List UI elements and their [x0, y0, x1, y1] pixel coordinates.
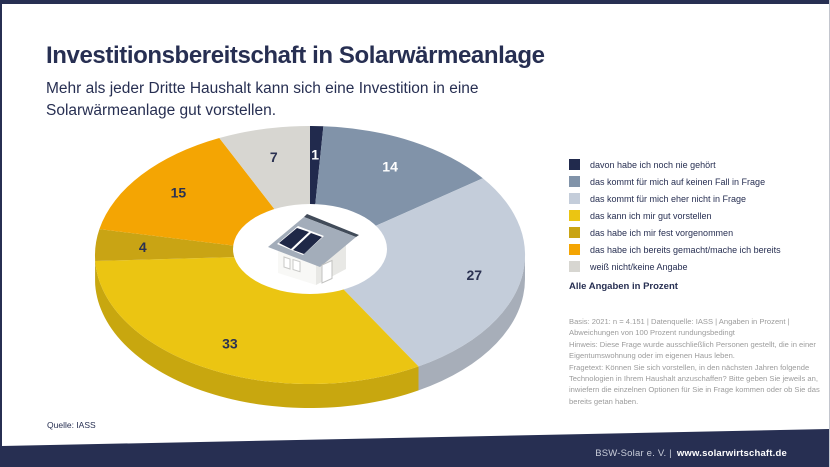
source-note: Quelle: IASS — [47, 420, 96, 430]
fine-print-fragetext: Fragetext: Können Sie sich vorstellen, i… — [569, 362, 820, 406]
pie-chart-area: 1 14 27 33 4 15 7 — [32, 115, 562, 415]
legend-swatch — [569, 210, 580, 221]
pie-value-label: 4 — [139, 239, 147, 255]
pie-value-label: 7 — [270, 149, 278, 165]
pie-value-label: 1 — [311, 146, 319, 162]
house-window — [283, 256, 291, 270]
pie-chart: 1 14 27 33 4 15 7 — [94, 125, 526, 409]
pie-slice-side-3 — [95, 261, 419, 409]
solar-panel-icon — [293, 233, 322, 254]
legend-item: das habe ich bereits gemacht/mache ich b… — [569, 241, 824, 258]
legend-swatch — [569, 244, 580, 255]
fine-print-hinweis: Hinweis: Diese Frage wurde ausschließlic… — [569, 339, 816, 361]
footer-org: BSW-Solar e. V. | — [595, 448, 672, 459]
legend-swatch — [569, 227, 580, 238]
legend-swatch — [569, 261, 580, 272]
legend-label: weiß nicht/keine Angabe — [590, 261, 688, 272]
legend-item: weiß nicht/keine Angabe — [569, 258, 824, 275]
legend-label: davon habe ich noch nie gehört — [590, 159, 716, 170]
legend-label: das kommt für mich auf keinen Fall in Fr… — [590, 176, 766, 187]
house-back-roof — [304, 214, 359, 237]
footer-band — [2, 429, 829, 467]
legend-item: das kommt für mich eher nicht in Frage — [569, 190, 824, 207]
top-accent-bar — [2, 0, 829, 4]
legend-item: das kommt für mich auf keinen Fall in Fr… — [569, 173, 824, 190]
legend-label: das habe ich mir fest vorgenommen — [590, 227, 734, 238]
house-illustration — [268, 214, 359, 285]
pie-slice-side-2 — [418, 255, 525, 391]
fine-print-basis: Basis: 2021: n = 4.151 | Datenquelle: IA… — [569, 317, 790, 338]
legend-swatch — [569, 159, 580, 170]
footer-text: BSW-Solar e. V. | www.solarwirtschaft.de — [595, 448, 787, 459]
pie-value-label: 14 — [382, 159, 398, 175]
legend-swatch — [569, 193, 580, 204]
legend-item: davon habe ich noch nie gehört — [569, 156, 824, 173]
legend: davon habe ich noch nie gehört das kommt … — [569, 156, 824, 275]
legend-label: das habe ich bereits gemacht/mache ich b… — [590, 244, 781, 255]
legend-label: das kommt für mich eher nicht in Frage — [590, 193, 747, 204]
page-subtitle: Mehr als jeder Dritte Haushalt kann sich… — [46, 79, 479, 119]
house-window — [292, 258, 301, 273]
legend-label: das kann ich mir gut vorstellen — [590, 210, 712, 221]
footer-url: www.solarwirtschaft.de — [676, 448, 787, 459]
pie-value-label: 33 — [222, 335, 238, 351]
page-title: Investitionsbereitschaft in Solarwärmean… — [46, 42, 545, 70]
legend-item: das habe ich mir fest vorgenommen — [569, 224, 824, 241]
house-door — [321, 259, 333, 284]
legend-swatch — [569, 176, 580, 187]
solar-panel-icon — [279, 228, 309, 249]
pie-value-label: 15 — [171, 185, 187, 201]
notes-heading: Alle Angaben in Prozent — [569, 281, 678, 292]
legend-item: das kann ich mir gut vorstellen — [569, 207, 824, 224]
fine-print: Basis: 2021: n = 4.151 | Datenquelle: IA… — [569, 316, 821, 407]
pie-slice-2 — [310, 178, 526, 367]
pie-value-label: 27 — [467, 267, 483, 283]
